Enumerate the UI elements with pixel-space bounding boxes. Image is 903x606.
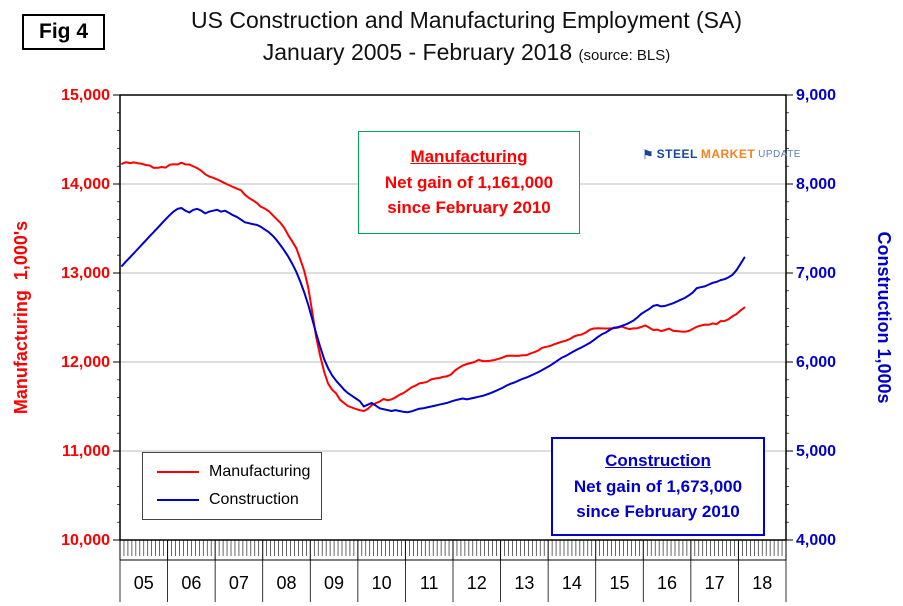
- left-axis-tick-label: 10,000: [61, 532, 110, 549]
- logo-update: UPDATE: [758, 148, 801, 160]
- right-axis-tick-label: 6,000: [796, 354, 836, 371]
- right-axis-tick-label: 9,000: [796, 87, 836, 104]
- right-axis-tick-label: 4,000: [796, 532, 836, 549]
- figure-number-label: Fig 4: [39, 20, 89, 43]
- x-axis-year-label: 10: [372, 573, 392, 593]
- x-axis-year-label: 12: [467, 573, 487, 593]
- annotation-construction: Construction Net gain of 1,673,000 since…: [551, 437, 765, 536]
- chart-subtitle-dates: January 2005 - February 2018: [262, 39, 573, 65]
- legend-label-construction: Construction: [209, 491, 299, 508]
- right-axis-tick-label: 7,000: [796, 265, 836, 282]
- right-axis-tick-label: 8,000: [796, 176, 836, 193]
- legend-label-manufacturing: Manufacturing: [209, 463, 311, 480]
- x-axis-year-label: 18: [752, 573, 772, 593]
- legend-item-manufacturing: Manufacturing: [157, 463, 321, 481]
- chart-source-note: (source: BLS): [578, 47, 671, 64]
- annotation-manufacturing-line1: Net gain of 1,161,000: [384, 172, 554, 192]
- x-axis-year-label: 07: [229, 573, 249, 593]
- chart-title: US Construction and Manufacturing Employ…: [191, 7, 742, 33]
- x-axis-year-label: 13: [514, 573, 534, 593]
- annotation-manufacturing-line2: since February 2010: [387, 198, 551, 217]
- manufacturing-line: [121, 161, 746, 412]
- right-axis-tick-label: 5,000: [796, 443, 836, 460]
- x-axis-year-label: 06: [181, 573, 201, 593]
- annotation-manufacturing: Manufacturing Net gain of 1,161,000 sinc…: [358, 131, 580, 234]
- annotation-construction-title: Construction: [605, 451, 711, 470]
- figure-number-box: Fig 4: [22, 14, 106, 50]
- left-axis-tick-label: 12,000: [61, 354, 110, 371]
- legend-item-construction: Construction: [157, 491, 321, 509]
- construction-line-swatch: [157, 499, 199, 501]
- left-axis-title: Manufacturing 1,000's: [11, 221, 31, 414]
- chart-subtitle: January 2005 - February 2018 (source: BL…: [40, 39, 893, 66]
- manufacturing-line-swatch: [157, 471, 199, 473]
- x-axis-year-label: 05: [134, 573, 154, 593]
- left-axis-tick-label: 15,000: [61, 87, 110, 104]
- x-axis-year-label: 14: [562, 573, 582, 593]
- construction-line: [121, 207, 746, 414]
- left-axis-tick-label: 13,000: [61, 265, 110, 282]
- x-axis-year-label: 09: [324, 573, 344, 593]
- x-axis-year-label: 11: [420, 573, 439, 593]
- right-axis-title: Construction 1,000s: [874, 231, 894, 403]
- x-axis-year-label: 08: [276, 573, 296, 593]
- annotation-construction-line1: Net gain of 1,673,000: [573, 476, 743, 496]
- logo-market: MARKET: [700, 147, 756, 161]
- annotation-manufacturing-title: Manufacturing: [410, 147, 528, 166]
- x-axis-year-label: 16: [657, 573, 677, 593]
- chart-legend: Manufacturing Construction: [142, 452, 322, 520]
- smu-logo: ⚑ STEEL MARKET UPDATE: [642, 147, 801, 161]
- annotation-construction-line2: since February 2010: [576, 502, 740, 521]
- logo-steel: STEEL: [656, 147, 698, 161]
- x-axis-year-label: 17: [705, 573, 725, 593]
- flag-icon: ⚑: [642, 146, 654, 162]
- x-axis-year-label: 15: [609, 573, 629, 593]
- left-axis-tick-label: 14,000: [61, 176, 110, 193]
- left-axis-tick-label: 11,000: [62, 443, 110, 460]
